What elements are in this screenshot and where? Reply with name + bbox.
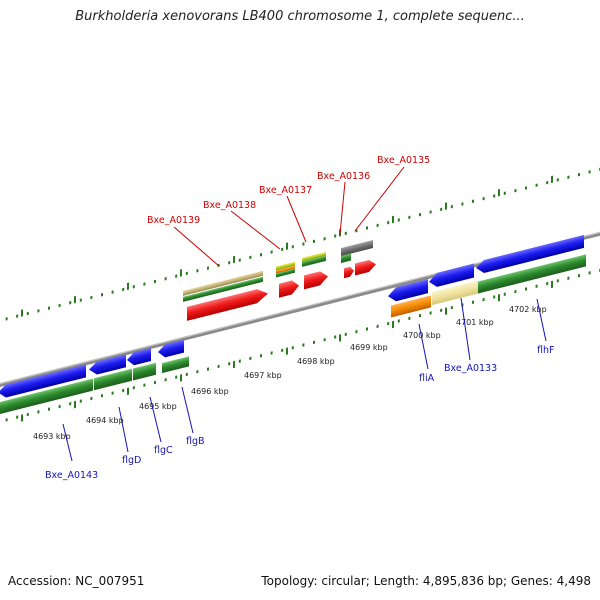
- scale-labels: 4693 kbp 4694 kbp 4695 kbp 4696 kbp 4697…: [33, 305, 547, 441]
- forward-gene-leaders: [173, 166, 405, 267]
- gene-arrow-flgc: [127, 347, 151, 366]
- gene-label-bxe-a0139[interactable]: Bxe_A0139: [147, 215, 200, 226]
- cds-flgc: [133, 362, 156, 381]
- cds-bxe-a0138: [276, 268, 295, 278]
- gene-arrow-flgb: [158, 339, 184, 358]
- gene-label-flgd[interactable]: flgD: [122, 455, 141, 466]
- cds-flhf: [478, 254, 586, 294]
- gene-flia-orange: [391, 295, 431, 318]
- gene-label-bxe-a0136[interactable]: Bxe_A0136: [317, 171, 370, 182]
- gene-arrow-bxe-a0133: [429, 263, 474, 287]
- inner-tick-row: [5, 268, 600, 422]
- gene-arrow-bxe-a0143: [0, 364, 86, 398]
- cds-bxe-a0136: [341, 253, 351, 264]
- gene-bxe-a0133-cream: [432, 280, 478, 306]
- gene-bxe-a0136-grey: [341, 240, 373, 257]
- gene-arrow-bxe-a0139: [187, 289, 268, 321]
- gene-label-bxe-a0137[interactable]: Bxe_A0137: [259, 185, 312, 196]
- topology-summary: Topology: circular; Length: 4,895,836 bp…: [261, 574, 591, 588]
- accession-text: Accession: NC_007951: [8, 574, 145, 588]
- gene-label-bxe-a0138[interactable]: Bxe_A0138: [203, 200, 256, 211]
- scale-label: 4696 kbp: [191, 387, 229, 396]
- scale-label: 4697 kbp: [244, 371, 282, 380]
- gene-label-flia[interactable]: fliA: [419, 373, 435, 384]
- gene-arrow-bxe-a0137: [304, 271, 328, 290]
- cds-flgd: [94, 368, 132, 391]
- scale-label: 4702 kbp: [509, 305, 547, 314]
- map-title: Burkholderia xenovorans LB400 chromosome…: [75, 9, 525, 24]
- cds-bxe-a0137: [302, 255, 326, 267]
- gene-label-flgc[interactable]: flgC: [154, 445, 173, 456]
- scale-label: 4693 kbp: [33, 432, 71, 441]
- gene-arrow-flia: [388, 279, 428, 302]
- reverse-gene-leaders: [62, 297, 547, 462]
- gene-arrow-flhf: [476, 234, 584, 274]
- scale-label: 4699 kbp: [350, 343, 388, 352]
- gene-bxe-a0137-lime: [302, 251, 326, 262]
- gene-label-bxe-a0135[interactable]: Bxe_A0135: [377, 155, 430, 166]
- cds-flgb: [162, 356, 189, 374]
- cds-bxe-a0139: [183, 276, 263, 302]
- scale-label: 4695 kbp: [139, 402, 177, 411]
- scale-label: 4694 kbp: [86, 416, 124, 425]
- gene-label-bxe-a0143[interactable]: Bxe_A0143: [45, 470, 98, 481]
- scale-label: 4700 kbp: [403, 331, 441, 340]
- gene-arrow-bxe-a0135: [355, 260, 376, 276]
- gene-arrow-bxe-a0138: [279, 280, 299, 298]
- scale-label: 4698 kbp: [297, 357, 335, 366]
- gene-label-flgb[interactable]: flgB: [186, 436, 205, 447]
- cds-bxe-a0143: [0, 378, 93, 416]
- gene-bxe-a0139-tan: [183, 270, 263, 296]
- outer-tick-row: [5, 167, 600, 321]
- gene-label-bxe-a0133[interactable]: Bxe_A0133: [444, 363, 497, 374]
- gene-arrow-flgd: [89, 354, 126, 375]
- gene-arrow-bxe-a0136: [344, 266, 354, 279]
- gene-label-flhf[interactable]: flhF: [537, 345, 554, 356]
- scale-label: 4701 kbp: [456, 318, 494, 327]
- gene-bxe-a0138-orange: [276, 265, 295, 274]
- gene-bxe-a0138-lime: [276, 261, 295, 271]
